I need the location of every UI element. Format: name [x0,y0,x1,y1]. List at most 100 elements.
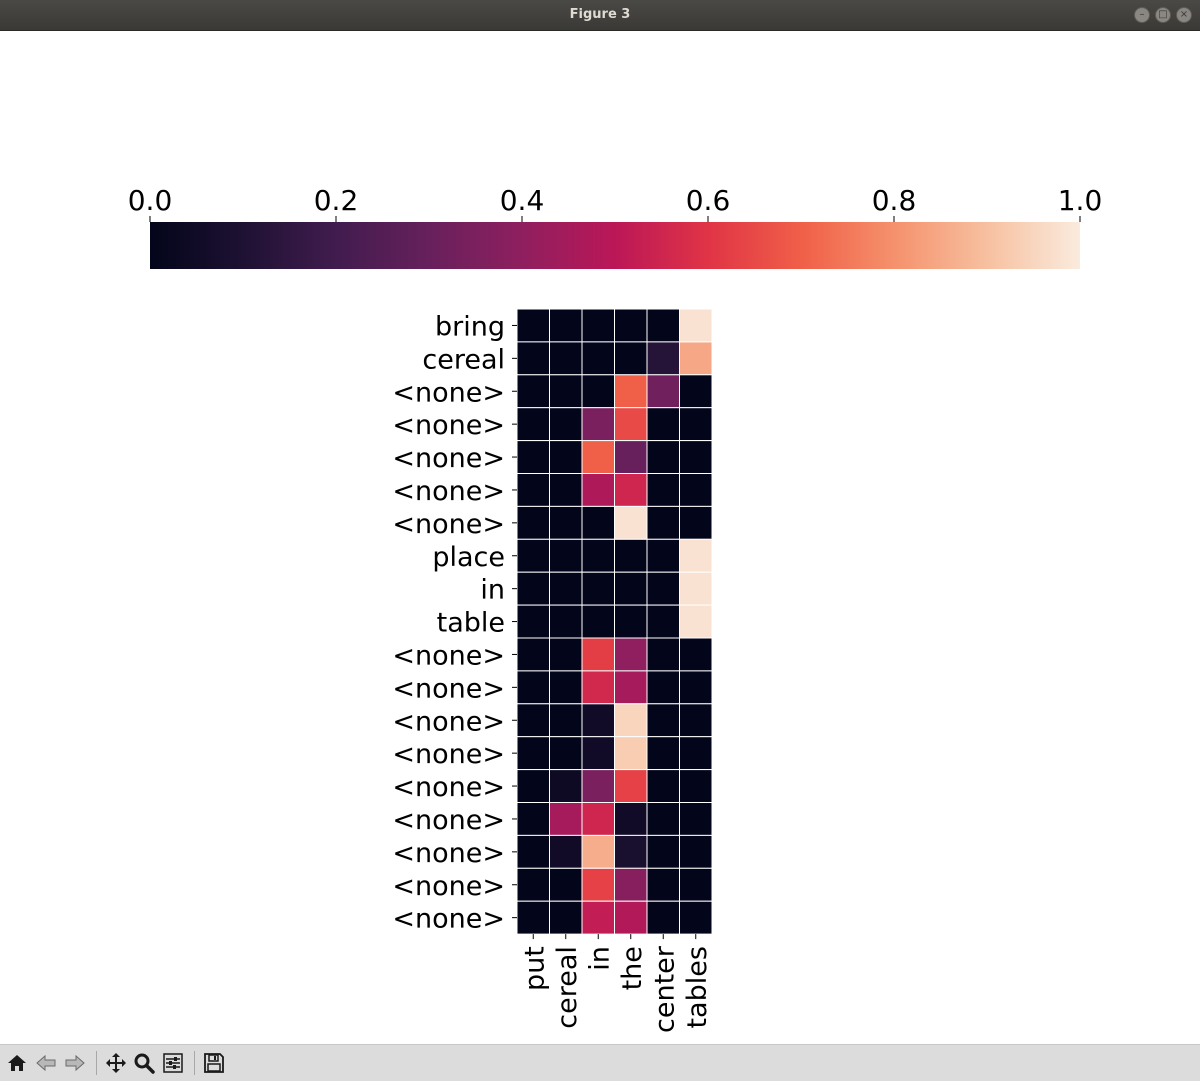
heatmap-cell [581,571,615,606]
heatmap-cell [516,374,550,409]
heatmap-cell [646,670,680,705]
heatmap-cell [646,341,680,376]
heatmap-cell [679,604,713,639]
zoom-button[interactable] [131,1050,157,1076]
heatmap-cell [549,473,583,507]
y-tick-label: <none> [392,443,505,474]
y-tick-label: <none> [392,640,505,671]
heatmap-cell [516,440,550,475]
heatmap-cell [581,637,615,672]
heatmap-cell [646,505,680,540]
heatmap-cell [549,407,583,442]
y-tick-label: <none> [392,410,505,441]
colorbar: 0.0 0.2 0.4 0.6 0.8 1.0 [128,184,1102,269]
x-tick-label: cereal [552,946,583,1029]
y-tick-label: <none> [392,739,505,770]
close-button[interactable]: × [1176,7,1192,23]
heatmap-cell [581,736,615,771]
heatmap-cell [581,374,615,409]
window-titlebar: Figure 3 – □ × [0,0,1200,31]
arrow-left-icon [36,1054,56,1072]
colorbar-tick-label: 0.4 [500,184,545,217]
heatmap-cell [614,769,648,803]
heatmap-cell [516,736,550,771]
heatmap-cell [549,900,583,935]
heatmap-cell [549,736,583,771]
heatmap-cell [646,867,680,902]
heatmap-cell [614,308,648,343]
save-button[interactable] [201,1050,227,1076]
heatmap-cell [679,867,713,902]
heatmap-cell [679,440,713,475]
heatmap-cell [646,308,680,343]
heatmap-cell [679,637,713,672]
heatmap-cell [679,407,713,442]
magnifier-icon [134,1053,155,1074]
heatmap-figure: 0.0 0.2 0.4 0.6 0.8 1.0 bringcereal<none><non… [128,184,1103,1033]
colorbar-gradient [150,222,1080,269]
heatmap-cell [549,308,583,343]
sliders-icon [163,1053,183,1073]
configure-subplots-button[interactable] [160,1050,186,1076]
maximize-button[interactable]: □ [1155,7,1171,23]
heatmap-cell [646,604,680,639]
toolbar-separator [194,1051,195,1075]
x-tick-label: the [617,946,648,990]
heatmap-cell [581,670,615,705]
y-tick-label: bring [435,311,505,342]
heatmap-cell [549,604,583,639]
pan-button[interactable] [103,1050,129,1076]
window-title: Figure 3 [569,7,631,22]
heatmap-cell [549,867,583,902]
heatmap-cell [581,604,615,639]
heatmap-cell [614,604,648,639]
heatmap-cell [549,637,583,672]
forward-button[interactable] [62,1050,88,1076]
heatmap-cell [679,900,713,935]
y-tick-label: <none> [392,904,505,935]
heatmap-cell [549,538,583,573]
heatmap-cell [549,571,583,606]
arrow-right-icon [65,1054,85,1072]
heatmap-cell [646,440,680,475]
colorbar-tick-label: 0.8 [872,184,917,217]
heatmap-cell [679,670,713,705]
home-button[interactable] [4,1050,30,1076]
heatmap-cells [516,308,713,935]
heatmap-cell [516,834,550,869]
heatmap-cell [679,769,713,803]
y-tick-label: <none> [392,476,505,507]
heatmap-cell [516,407,550,442]
heatmap-cell [581,473,615,507]
heatmap-cell [581,900,615,935]
heatmap-cell [679,308,713,343]
back-button[interactable] [33,1050,59,1076]
heatmap-cell [516,604,550,639]
heatmap-cell [614,900,648,935]
heatmap-cell [516,637,550,672]
heatmap-cell [614,637,648,672]
navigation-toolbar [0,1044,1200,1081]
heatmap-cell [549,769,583,803]
heatmap-cell [516,670,550,705]
x-tick-labels: put cereal in the center tables [519,934,713,1033]
minimize-button[interactable]: – [1134,7,1150,23]
y-tick-label: <none> [392,805,505,836]
x-tick-label: put [519,946,550,991]
heatmap-cell [614,867,648,902]
heatmap-cell [646,637,680,672]
colorbar-tick-label: 0.6 [686,184,731,217]
heatmap-cell [581,769,615,803]
floppy-disk-icon [204,1053,224,1073]
colorbar-tick-label: 0.2 [314,184,359,217]
heatmap-cell [679,802,713,836]
y-tick-label: in [480,575,505,606]
heatmap-cell [614,802,648,836]
heatmap-cell [614,670,648,705]
heatmap-cell [679,571,713,606]
heatmap-cell [646,802,680,836]
heatmap-cell [646,571,680,606]
figure-canvas[interactable]: 0.0 0.2 0.4 0.6 0.8 1.0 bring cereal <none> <non… [0,31,1200,1044]
y-tick-label: place [432,542,505,573]
heatmap-cell [679,834,713,869]
